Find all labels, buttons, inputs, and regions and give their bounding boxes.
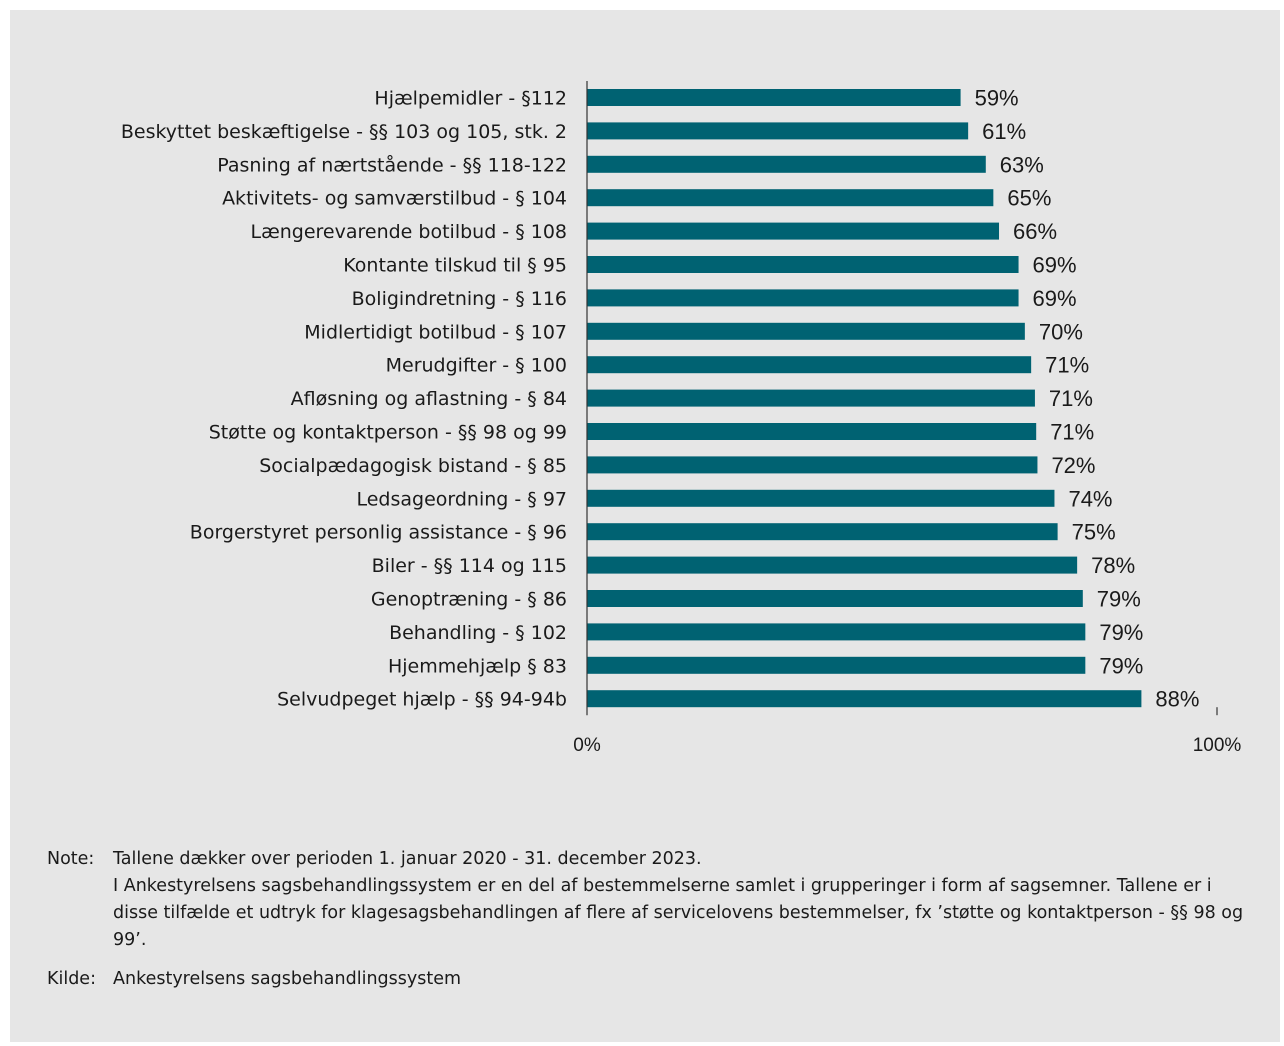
value-label-11: 72% [1051,453,1095,478]
category-label-12: Ledsageordning - § 97 [356,488,567,510]
value-label-6: 69% [1033,286,1077,311]
bar-6 [587,289,1019,307]
value-label-17: 79% [1099,653,1143,678]
value-label-0: 59% [975,86,1019,111]
value-label-10: 71% [1050,420,1094,445]
value-label-2: 63% [1000,152,1044,177]
note-line-2: I Ankestyrelsens sagsbehandlingssystem e… [113,876,1244,950]
bar-7 [587,322,1025,340]
value-label-1: 61% [982,119,1026,144]
bar-5 [587,256,1019,273]
value-label-3: 65% [1007,186,1051,211]
value-label-9: 71% [1049,386,1093,411]
bar-10 [587,423,1037,440]
source-key: Kilde: [47,969,96,989]
bar-13 [587,523,1058,541]
category-label-18: Selvudpeget hjælp - §§ 94-94b [277,689,567,711]
note-line-1: Tallene dækker over perioden 1. januar 2… [113,849,702,869]
bar-18 [587,690,1142,708]
category-label-17: Hjemmehjælp § 83 [388,655,567,677]
value-label-7: 70% [1039,319,1083,344]
category-label-14: Biler - §§ 114 og 115 [372,555,567,577]
value-label-18: 88% [1155,687,1199,712]
bar-11 [587,456,1038,474]
value-label-5: 69% [1033,253,1077,278]
bar-0 [587,89,961,106]
value-labels-group: 59% 61% 63% 65% 66% 69% 69% 70% 71% 71% 71% 72% 74% 7… [975,86,1200,712]
bar-14 [587,556,1078,574]
category-label-15: Genoptræning - § 86 [371,589,567,611]
source-row: Kilde: Ankestyrelsens sagsbehandlingssys… [47,966,1247,993]
value-label-8: 71% [1045,353,1089,378]
value-label-4: 66% [1013,219,1057,244]
bar-17 [587,656,1086,674]
category-label-7: Midlertidigt botilbud - § 107 [304,321,567,343]
x-tick-label-100: 100% [1193,735,1242,756]
category-label-11: Socialpædagogisk bistand - § 85 [259,455,567,477]
category-label-1: Beskyttet beskæftigelse - §§ 103 og 105,… [121,121,567,143]
bar-15 [587,590,1083,607]
category-label-5: Kontante tilskud til § 95 [343,255,567,277]
category-label-4: Længerevarende botilbud - § 108 [250,221,567,243]
note-row: Note: Tallene dækker over perioden 1. ja… [47,846,1247,954]
category-label-10: Støtte og kontaktperson - §§ 98 og 99 [209,422,567,444]
bar-16 [587,623,1086,641]
category-labels-group: Hjælpemidler - §112 Beskyttet beskæftigel… [121,88,567,711]
category-label-3: Aktivitets- og samværstilbud - § 104 [222,188,567,210]
category-label-6: Boligindretning - § 116 [352,288,567,310]
value-label-14: 78% [1091,553,1135,578]
bar-12 [587,489,1055,507]
note-body: Tallene dækker over perioden 1. januar 2… [113,846,1247,954]
bar-2 [587,155,986,173]
value-label-12: 74% [1068,486,1112,511]
bar-9 [587,389,1035,407]
category-label-16: Behandling - § 102 [389,622,567,644]
value-label-13: 75% [1072,520,1116,545]
value-label-15: 79% [1097,587,1141,612]
bar-8 [587,356,1032,374]
bar-3 [587,189,994,207]
bar-1 [587,122,969,140]
category-label-13: Borgerstyret personlig assistance - § 96 [190,522,567,544]
value-label-16: 79% [1099,620,1143,645]
source-text: Ankestyrelsens sagsbehandlingssystem [113,969,462,989]
chart-notes: Note: Tallene dækker over perioden 1. ja… [47,846,1247,993]
bar-4 [587,222,1000,240]
note-key: Note: [47,849,95,869]
bar-chart: Hjælpemidler - §112 Beskyttet beskæftigel… [121,81,1242,756]
category-label-8: Merudgifter - § 100 [386,355,567,377]
category-label-9: Afløsning og aflastning - § 84 [291,388,567,410]
bars-group [587,89,1142,708]
category-label-0: Hjælpemidler - §112 [374,88,567,110]
category-label-2: Pasning af nærtstående - §§ 118-122 [217,153,567,176]
x-tick-label-0: 0% [573,735,601,756]
